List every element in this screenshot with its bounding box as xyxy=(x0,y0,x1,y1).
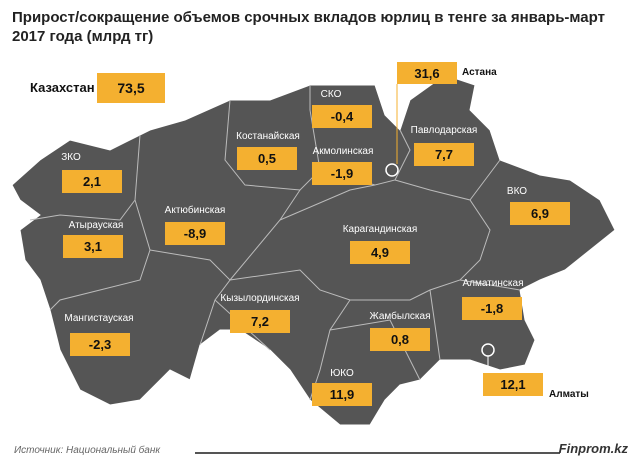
astana-value: 31,6 xyxy=(397,62,457,84)
region-label: Алматинская xyxy=(462,278,524,289)
region-value: -8,9 xyxy=(165,222,225,245)
region-value: 0,8 xyxy=(370,328,430,351)
region-value: 2,1 xyxy=(62,170,122,193)
region-value: -2,3 xyxy=(70,333,130,356)
region-value: 3,1 xyxy=(63,235,123,258)
region-label: Жамбылская xyxy=(369,311,431,322)
region-label: Костанайская xyxy=(236,131,300,142)
region-label: ЗКО xyxy=(61,152,81,163)
chart-title: Прирост/сокращение объемов срочных вклад… xyxy=(12,9,605,45)
almaty-value: 12,1 xyxy=(483,373,543,396)
total-value: 73,5 xyxy=(97,73,165,103)
region-value: 6,9 xyxy=(510,202,570,225)
region-label: Карагандинская xyxy=(342,224,418,235)
astana-marker xyxy=(385,163,399,177)
region-label: Актюбинская xyxy=(164,205,226,216)
region-label: ВКО xyxy=(506,186,528,197)
region-value: 11,9 xyxy=(312,383,372,406)
region-value: 7,2 xyxy=(230,310,290,333)
region-label: Павлодарская xyxy=(410,125,478,136)
region-value: -0,4 xyxy=(312,105,372,128)
region-value: 4,9 xyxy=(350,241,410,264)
region-label: Кызылординская xyxy=(220,293,300,304)
region-label: Атырауская xyxy=(68,220,124,231)
region-value: 7,7 xyxy=(414,143,474,166)
brand-logo: Finprom.kz xyxy=(558,441,628,456)
total-label: Казахстан xyxy=(30,80,95,95)
region-value: -1,9 xyxy=(312,162,372,185)
footer-divider xyxy=(195,452,560,454)
astana-label: Астана xyxy=(462,67,497,78)
region-label: Акмолинская xyxy=(312,146,374,157)
region-label: ЮКО xyxy=(330,368,354,379)
region-label: Мангистауская xyxy=(64,313,134,324)
region-label: СКО xyxy=(320,89,342,100)
region-value: 0,5 xyxy=(237,147,297,170)
source-note: Источник: Национальный банк xyxy=(14,445,161,456)
almaty-label: Алматы xyxy=(549,389,589,400)
region-value: -1,8 xyxy=(462,297,522,320)
